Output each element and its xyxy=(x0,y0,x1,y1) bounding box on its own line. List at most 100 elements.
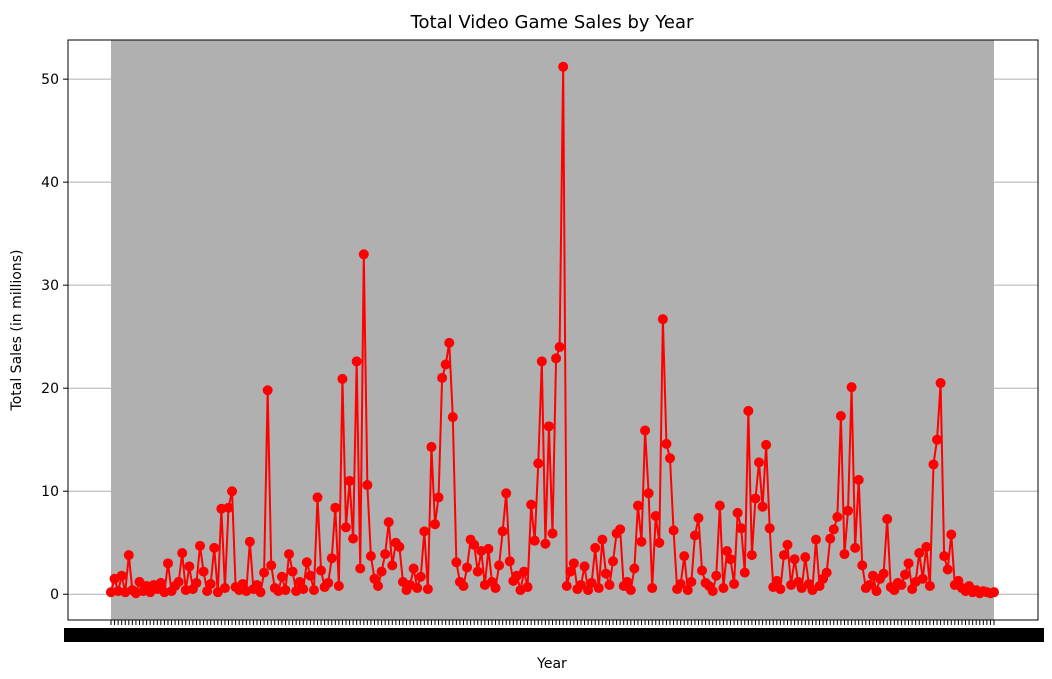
y-tick-label: 30 xyxy=(41,278,59,294)
data-point xyxy=(244,536,255,547)
data-point xyxy=(333,581,344,591)
data-point xyxy=(326,553,337,564)
data-point xyxy=(519,566,530,577)
data-point xyxy=(419,526,430,537)
data-point xyxy=(586,577,597,588)
data-point xyxy=(547,528,558,539)
data-point xyxy=(526,499,537,510)
data-point xyxy=(871,586,882,597)
data-point xyxy=(380,549,391,560)
data-point xyxy=(693,513,704,524)
data-point xyxy=(821,567,832,578)
data-point xyxy=(917,573,928,584)
y-axis-label: Total Sales (in millions) xyxy=(9,250,25,412)
data-point xyxy=(850,542,861,553)
data-point xyxy=(846,382,857,393)
data-point xyxy=(878,568,889,579)
data-point xyxy=(191,577,202,588)
data-point xyxy=(654,537,665,548)
data-point xyxy=(914,548,925,559)
data-point xyxy=(932,434,943,445)
data-point xyxy=(205,578,216,589)
data-point xyxy=(301,557,312,568)
data-point xyxy=(198,566,209,577)
data-point xyxy=(682,585,693,596)
data-point xyxy=(444,337,455,348)
data-point xyxy=(323,577,334,588)
data-point xyxy=(697,565,708,576)
data-point xyxy=(383,517,394,528)
data-point xyxy=(896,579,907,590)
data-point xyxy=(373,581,384,591)
data-point xyxy=(657,314,668,325)
data-point xyxy=(939,551,950,562)
data-point xyxy=(430,519,440,530)
data-point xyxy=(707,586,718,597)
data-point xyxy=(262,385,273,396)
data-point xyxy=(679,551,690,562)
data-point xyxy=(561,581,572,591)
y-tick-label: 20 xyxy=(41,381,59,397)
data-point xyxy=(675,578,686,589)
data-point xyxy=(276,571,287,582)
data-point xyxy=(778,550,789,561)
data-point xyxy=(629,563,640,574)
data-point xyxy=(946,529,957,540)
data-point xyxy=(415,571,426,582)
y-tick-label: 40 xyxy=(41,175,59,191)
data-point xyxy=(928,459,939,470)
y-tick-label: 50 xyxy=(41,72,59,88)
data-point xyxy=(729,578,740,589)
data-point xyxy=(625,585,636,596)
data-point xyxy=(494,560,505,571)
data-point xyxy=(451,557,462,568)
data-point xyxy=(472,566,483,577)
data-point xyxy=(536,356,547,367)
data-point xyxy=(266,560,277,571)
data-point xyxy=(568,558,579,569)
data-point xyxy=(344,475,355,486)
data-point xyxy=(718,583,729,594)
data-point xyxy=(426,441,437,452)
data-point xyxy=(462,562,473,573)
data-point xyxy=(116,570,127,581)
data-point xyxy=(640,425,651,436)
y-grid-lines xyxy=(68,78,1038,595)
data-point xyxy=(155,577,166,588)
data-point xyxy=(437,372,448,383)
data-point xyxy=(725,554,736,565)
data-point xyxy=(284,549,295,560)
data-point xyxy=(483,543,494,554)
data-point xyxy=(775,584,786,595)
x-tick-labels-overlapping xyxy=(64,628,1044,642)
data-point xyxy=(650,510,661,521)
data-point xyxy=(643,488,654,499)
data-point xyxy=(469,539,480,550)
data-point xyxy=(330,502,341,513)
y-tick-label: 0 xyxy=(50,587,59,603)
data-point xyxy=(746,550,757,561)
data-point xyxy=(590,542,601,553)
data-point xyxy=(316,565,327,576)
data-point xyxy=(575,579,586,590)
chart-title: Total Video Game Sales by Year xyxy=(410,12,694,33)
data-point xyxy=(255,587,266,598)
x-axis-label: Year xyxy=(536,656,567,672)
data-point xyxy=(195,540,206,551)
data-point xyxy=(358,249,369,260)
data-point xyxy=(173,576,184,587)
data-point xyxy=(750,493,761,504)
data-point xyxy=(622,576,633,587)
y-tick-label: 10 xyxy=(41,484,59,500)
series-layer xyxy=(106,61,999,599)
data-point xyxy=(839,549,850,560)
data-point xyxy=(832,511,843,522)
data-point xyxy=(376,566,387,577)
data-point xyxy=(305,570,316,581)
data-point xyxy=(825,533,836,544)
data-point xyxy=(340,522,351,533)
x-axis-ticks xyxy=(64,620,1044,642)
data-point xyxy=(771,575,782,586)
data-point xyxy=(636,536,647,547)
data-point xyxy=(757,501,768,512)
